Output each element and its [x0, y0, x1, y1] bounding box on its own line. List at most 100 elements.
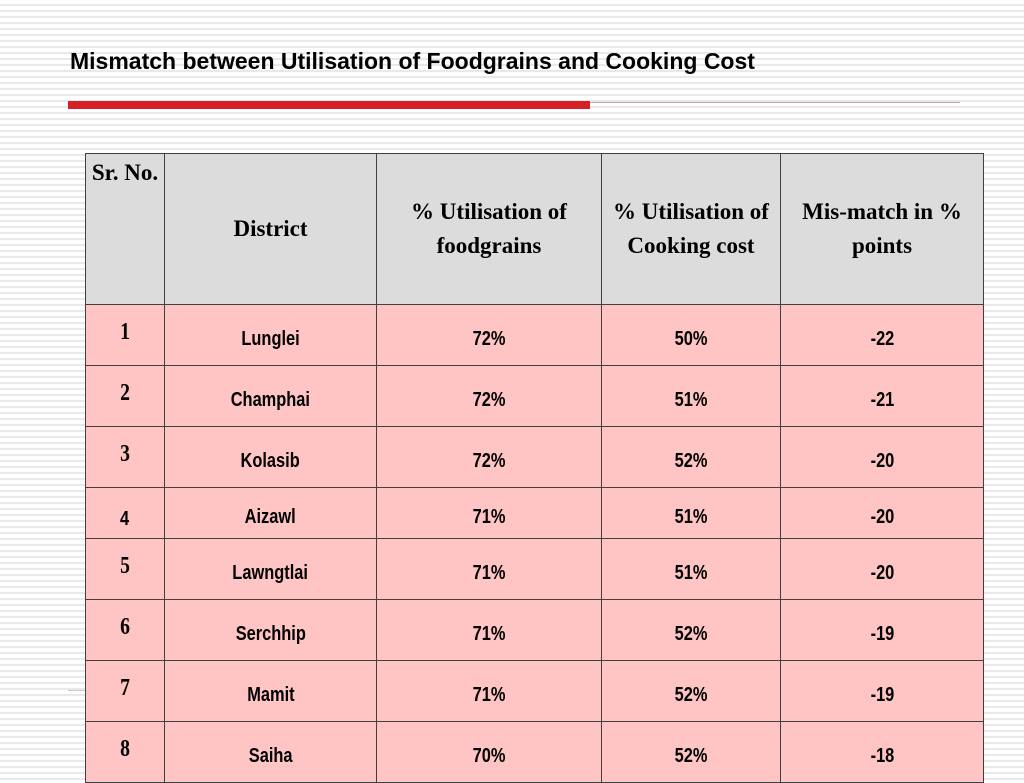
district-value: Mamit — [246, 683, 295, 706]
mismatch-value: -20 — [870, 561, 894, 584]
mismatch-table: Sr. No. District % Utilisation of foodgr… — [85, 153, 984, 783]
foodgrains-value: 71% — [472, 505, 506, 528]
header-mismatch-points: Mis-match in % points — [780, 153, 984, 305]
mismatch-value: -20 — [870, 505, 894, 528]
sr-no-cell: 2 — [85, 365, 165, 427]
foodgrains-value: 72% — [472, 449, 506, 472]
sr-no-cell: 7 — [85, 660, 165, 722]
district-cell: Lunglei — [164, 304, 377, 366]
mismatch-cell: -19 — [780, 660, 984, 722]
sr-no-value: 7 — [120, 675, 130, 701]
district-value: Lawngtlai — [232, 561, 309, 584]
table-row: 6 Serchhip 71% 52% -19 — [85, 599, 984, 661]
table-row: 7 Mamit 71% 52% -19 — [85, 660, 984, 722]
cooking-cost-value: 51% — [674, 388, 708, 411]
cooking-cost-cell: 51% — [601, 365, 781, 427]
sr-no-cell: 6 — [85, 599, 165, 661]
cooking-cost-value: 52% — [674, 622, 708, 645]
sr-no-value: 1 — [120, 319, 130, 345]
cooking-cost-cell: 52% — [601, 660, 781, 722]
foodgrains-cell: 71% — [376, 487, 602, 539]
foodgrains-cell: 70% — [376, 721, 602, 783]
foodgrains-cell: 71% — [376, 599, 602, 661]
header-sr-no: Sr. No. — [85, 153, 165, 305]
mismatch-cell: -20 — [780, 487, 984, 539]
sr-no-cell: 3 — [85, 426, 165, 488]
title-underline — [68, 101, 960, 111]
mismatch-cell: -21 — [780, 365, 984, 427]
district-cell: Aizawl — [164, 487, 377, 539]
sr-no-value: 3 — [120, 441, 130, 467]
foodgrains-cell: 71% — [376, 538, 602, 600]
district-value: Aizawl — [244, 505, 297, 528]
cooking-cost-cell: 51% — [601, 487, 781, 539]
cooking-cost-value: 52% — [674, 744, 708, 767]
mismatch-cell: -19 — [780, 599, 984, 661]
district-value: Saiha — [248, 744, 293, 767]
district-value: Lunglei — [241, 327, 300, 350]
table-row: 2 Champhai 72% 51% -21 — [85, 365, 984, 427]
foodgrains-value: 70% — [472, 744, 506, 767]
district-cell: Lawngtlai — [164, 538, 377, 600]
sr-no-cell: 1 — [85, 304, 165, 366]
mismatch-cell: -20 — [780, 538, 984, 600]
cooking-cost-cell: 52% — [601, 721, 781, 783]
cooking-cost-value: 52% — [674, 449, 708, 472]
district-cell: Mamit — [164, 660, 377, 722]
cooking-cost-cell: 52% — [601, 426, 781, 488]
footer-rule — [68, 690, 86, 691]
foodgrains-value: 71% — [472, 561, 506, 584]
foodgrains-cell: 72% — [376, 304, 602, 366]
mismatch-value: -19 — [870, 683, 894, 706]
mismatch-value: -21 — [870, 388, 894, 411]
mismatch-value: -22 — [870, 327, 894, 350]
sr-no-value: 8 — [120, 736, 130, 762]
sr-no-value: 5 — [120, 553, 130, 579]
district-value: Champhai — [230, 388, 311, 411]
mismatch-cell: -20 — [780, 426, 984, 488]
mismatch-value: -18 — [870, 744, 894, 767]
cooking-cost-value: 52% — [674, 683, 708, 706]
sr-no-cell: 8 — [85, 721, 165, 783]
table-row: 8 Saiha 70% 52% -18 — [85, 721, 984, 783]
sr-no-value: 6 — [120, 614, 130, 640]
cooking-cost-cell: 51% — [601, 538, 781, 600]
header-utilisation-cooking-cost: % Utilisation of Cooking cost — [601, 153, 781, 305]
cooking-cost-cell: 50% — [601, 304, 781, 366]
foodgrains-cell: 71% — [376, 660, 602, 722]
district-value: Serchhip — [235, 622, 306, 645]
district-cell: Serchhip — [164, 599, 377, 661]
header-row: Sr. No. District % Utilisation of foodgr… — [85, 153, 984, 305]
foodgrains-value: 72% — [472, 388, 506, 411]
sr-no-value: 2 — [120, 380, 130, 406]
header-district: District — [164, 153, 377, 305]
cooking-cost-value: 50% — [674, 327, 708, 350]
table-row: 3 Kolasib 72% 52% -20 — [85, 426, 984, 488]
table-row: 4 Aizawl 71% 51% -20 — [85, 487, 984, 539]
cooking-cost-value: 51% — [674, 561, 708, 584]
district-cell: Champhai — [164, 365, 377, 427]
cooking-cost-value: 51% — [674, 505, 708, 528]
district-value: Kolasib — [240, 449, 301, 472]
mismatch-value: -20 — [870, 449, 894, 472]
cooking-cost-cell: 52% — [601, 599, 781, 661]
foodgrains-cell: 72% — [376, 426, 602, 488]
district-cell: Kolasib — [164, 426, 377, 488]
foodgrains-value: 71% — [472, 683, 506, 706]
table-row: 5 Lawngtlai 71% 51% -20 — [85, 538, 984, 600]
foodgrains-cell: 72% — [376, 365, 602, 427]
slide-title: Mismatch between Utilisation of Foodgrai… — [70, 48, 755, 74]
title-underline-accent — [68, 101, 590, 109]
district-cell: Saiha — [164, 721, 377, 783]
title-underline-thin — [590, 102, 960, 103]
sr-no-cell: 4 — [85, 487, 165, 539]
mismatch-cell: -18 — [780, 721, 984, 783]
mismatch-value: -19 — [870, 622, 894, 645]
header-utilisation-foodgrains: % Utilisation of foodgrains — [376, 153, 602, 305]
mismatch-cell: -22 — [780, 304, 984, 366]
table-row: 1 Lunglei 72% 50% -22 — [85, 304, 984, 366]
foodgrains-value: 72% — [472, 327, 506, 350]
sr-no-cell: 5 — [85, 538, 165, 600]
foodgrains-value: 71% — [472, 622, 506, 645]
sr-no-value: 4 — [120, 507, 130, 530]
